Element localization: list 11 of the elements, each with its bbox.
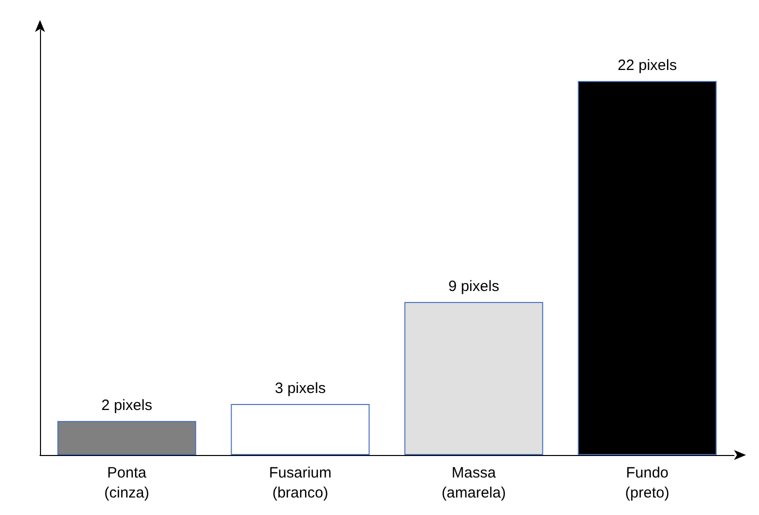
x-tick-label: Fundo (preto): [625, 464, 670, 502]
data-label: 3 pixels: [274, 380, 326, 397]
data-label: 22 pixels: [618, 57, 677, 74]
x-tick-label: Ponta (cinza): [104, 464, 150, 502]
bar: [57, 421, 196, 455]
data-label: 9 pixels: [448, 278, 500, 295]
bar: [230, 404, 370, 455]
x-tick-label: Massa (amarela): [442, 464, 506, 502]
bar: [404, 302, 544, 455]
data-label: 2 pixels: [101, 397, 152, 414]
x-tick-label: Fusarium (branco): [268, 464, 332, 502]
